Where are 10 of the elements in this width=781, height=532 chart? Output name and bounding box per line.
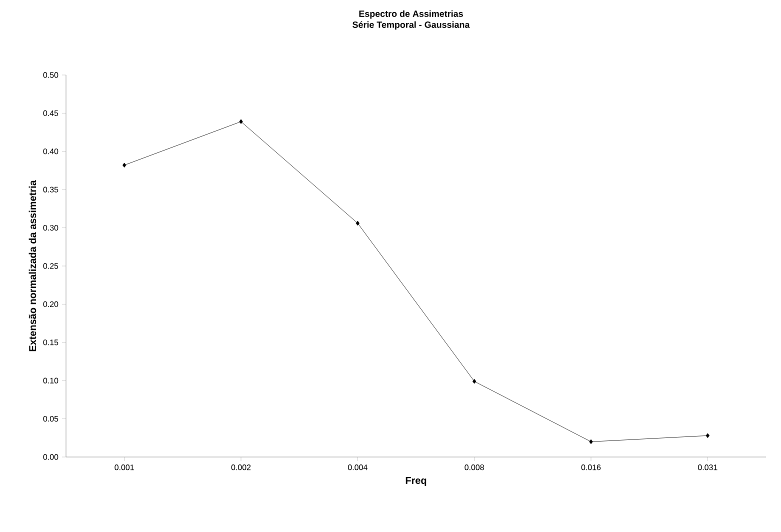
x-axis-title: Freq [406, 477, 426, 486]
point [356, 220, 360, 226]
point [589, 439, 593, 444]
y-axis-title: Extensão normalizada da assimetria [28, 180, 36, 352]
point [706, 433, 710, 438]
point [122, 162, 126, 168]
chart-subtitle: Série Temporal - Gaussiana [352, 21, 470, 30]
chart-title: Espectro de Assimetrias [359, 10, 463, 19]
point [472, 378, 476, 384]
point [239, 119, 243, 124]
